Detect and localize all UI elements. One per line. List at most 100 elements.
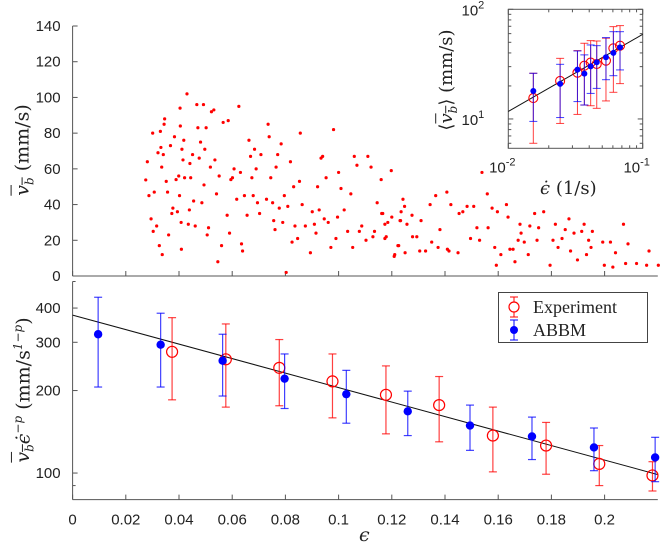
data-point <box>611 265 615 269</box>
data-point <box>575 258 580 262</box>
data-point <box>563 227 567 232</box>
data-point <box>190 152 195 157</box>
data-point <box>217 174 221 178</box>
data-point <box>212 108 216 112</box>
data-point <box>205 233 209 237</box>
data-point <box>357 229 361 233</box>
data-point <box>602 263 606 267</box>
abbm-marker <box>589 443 599 452</box>
experiment-marker <box>646 469 659 482</box>
data-point <box>419 219 423 223</box>
experiment-marker <box>165 345 179 358</box>
data-point <box>206 226 211 230</box>
data-point <box>339 186 343 191</box>
data-point <box>242 194 247 198</box>
data-point <box>162 122 166 126</box>
data-point <box>197 156 201 160</box>
data-point <box>240 249 245 253</box>
data-point <box>334 236 338 241</box>
data-point <box>647 249 651 253</box>
inset-error-bar-abbm <box>586 44 595 94</box>
data-point <box>645 263 649 267</box>
data-point <box>172 135 177 139</box>
data-point <box>239 242 244 246</box>
data-point <box>200 201 204 205</box>
data-point <box>352 154 356 158</box>
data-point <box>171 206 175 210</box>
data-point <box>634 261 639 266</box>
ylabel-sub: b <box>445 105 460 114</box>
data-point <box>428 202 432 207</box>
data-point <box>533 211 537 216</box>
data-point <box>286 204 290 208</box>
tick-exponent: 1 <box>478 109 484 121</box>
error-bar-experiment <box>433 375 446 443</box>
data-point <box>601 240 605 244</box>
top-panel: 0 20 40 60 80 100 120 140 <box>36 18 660 285</box>
data-point <box>264 197 269 201</box>
data-point <box>513 260 517 264</box>
error-bar-experiment <box>646 461 659 492</box>
data-point <box>159 145 163 150</box>
ylabel-unit: (mm/s <box>12 350 35 410</box>
data-point <box>292 185 296 189</box>
data-point <box>519 231 523 235</box>
data-point <box>167 233 171 237</box>
data-point <box>326 220 330 225</box>
ylabel-unit: (mm/s) <box>11 104 34 172</box>
data-point <box>504 202 509 207</box>
bottom-x-tick-label: 0.08 <box>271 512 300 529</box>
data-point <box>317 208 321 212</box>
data-point <box>284 270 288 275</box>
data-point <box>226 119 230 123</box>
data-point <box>551 238 555 242</box>
data-point <box>238 170 243 175</box>
error-bar-abbm <box>589 427 599 472</box>
data-point <box>423 249 428 253</box>
data-point <box>480 170 484 175</box>
data-point <box>351 245 355 250</box>
data-point <box>219 244 224 248</box>
data-point <box>296 236 300 241</box>
data-point <box>392 254 396 258</box>
data-point <box>493 245 497 250</box>
abbm-marker <box>557 80 564 87</box>
data-point <box>380 211 384 216</box>
data-point <box>322 217 326 221</box>
error-bar-abbm <box>280 353 289 410</box>
ylabel-unit-exp: 1−p <box>10 324 25 351</box>
bottom-x-axis-label: ϵ <box>359 524 370 546</box>
abbm-marker <box>581 70 588 77</box>
data-point <box>390 215 394 219</box>
data-point <box>526 252 530 257</box>
data-point <box>274 165 278 169</box>
data-point <box>324 176 328 180</box>
data-point <box>300 202 304 207</box>
ylabel-close: ) <box>12 317 35 325</box>
data-point <box>329 245 333 250</box>
data-point <box>567 217 571 221</box>
error-bar-experiment <box>165 317 179 401</box>
data-point <box>580 229 584 233</box>
experiment-marker <box>433 398 446 412</box>
data-point <box>160 252 164 257</box>
bottom-x-tick-label: 0.04 <box>164 512 193 529</box>
tick-exponent: -1 <box>640 156 650 168</box>
data-point <box>410 235 415 239</box>
bottom-panel: 100 200 300 400 0 0.02 0.04 0.06 0.08 0.1 0.12 0.14… <box>36 281 660 529</box>
inset-x-axis-label: ϵ̇ (1/s) <box>540 178 597 199</box>
inset-error-bar-abbm <box>556 63 565 119</box>
ylabel-rate: ϵ̇ <box>12 433 35 445</box>
abbm-marker <box>650 453 660 462</box>
data-point <box>298 131 302 135</box>
inset-error-bar-abbm <box>616 31 625 71</box>
top-y-tick-label: 80 <box>44 125 61 142</box>
error-bar-experiment <box>593 444 606 487</box>
data-point <box>245 213 249 217</box>
data-point <box>303 224 307 228</box>
data-point <box>434 194 438 198</box>
data-point <box>227 231 232 235</box>
data-point <box>214 192 219 196</box>
data-point <box>281 220 285 225</box>
data-point <box>518 222 522 226</box>
